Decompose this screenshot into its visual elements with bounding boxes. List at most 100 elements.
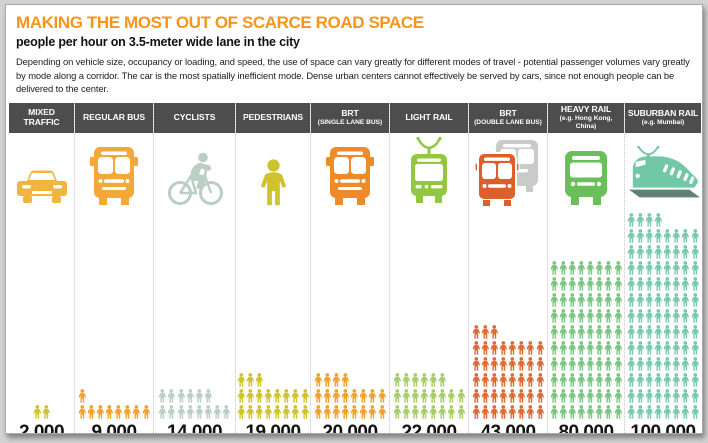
- person-icon: [586, 357, 595, 371]
- person-icon: [393, 405, 401, 419]
- train-icon: [548, 133, 624, 213]
- person-icon: [627, 373, 635, 387]
- person-icon: [472, 325, 480, 339]
- person-icon: [237, 389, 245, 403]
- person-icon: [359, 389, 368, 403]
- person-icon: [517, 373, 526, 387]
- person-icon: [654, 389, 663, 403]
- mode-value: 14.000: [166, 421, 223, 434]
- person-icon: [636, 325, 644, 339]
- person-icon: [645, 213, 654, 227]
- person-icon: [291, 389, 300, 403]
- person-icon: [672, 229, 681, 243]
- person-icon: [595, 357, 604, 371]
- people-row: [472, 405, 544, 419]
- person-icon: [663, 389, 672, 403]
- person-icon: [378, 389, 386, 403]
- person-icon: [681, 357, 690, 371]
- person-icon: [195, 389, 203, 403]
- person-icon: [691, 261, 699, 275]
- people-row: [627, 389, 699, 403]
- person-icon: [550, 341, 558, 355]
- person-icon: [332, 389, 341, 403]
- person-icon: [586, 261, 595, 275]
- person-icon: [654, 293, 663, 307]
- person-icon: [645, 261, 654, 275]
- people-row: [550, 341, 622, 355]
- person-icon: [301, 389, 309, 403]
- person-icon: [429, 373, 438, 387]
- people-block: [393, 371, 465, 419]
- person-icon: [550, 309, 558, 323]
- person-icon: [645, 357, 654, 371]
- page-subtitle: people per hour on 3.5-meter wide lane i…: [16, 35, 300, 49]
- person-icon: [550, 405, 558, 419]
- person-icon: [691, 309, 699, 323]
- person-icon: [577, 325, 586, 339]
- person-icon: [604, 309, 613, 323]
- people-pictogram: [154, 213, 235, 419]
- person-icon: [681, 261, 690, 275]
- person-icon: [645, 277, 654, 291]
- person-icon: [246, 373, 254, 387]
- person-icon: [604, 357, 613, 371]
- person-icon: [645, 405, 654, 419]
- person-icon: [691, 325, 699, 339]
- mode-column-brt: BRT (DOUBLE LANE BUS) 43.000: [469, 102, 548, 433]
- people-row: [314, 373, 386, 387]
- person-icon: [672, 389, 681, 403]
- person-icon: [568, 357, 577, 371]
- person-icon: [645, 389, 654, 403]
- person-icon: [595, 277, 604, 291]
- person-icon: [672, 373, 681, 387]
- person-icon: [672, 309, 681, 323]
- person-icon: [499, 341, 508, 355]
- mode-label: HEAVY RAIL: [560, 104, 612, 115]
- person-icon: [499, 389, 508, 403]
- person-icon: [654, 357, 663, 371]
- person-icon: [636, 405, 644, 419]
- person-icon: [282, 405, 291, 419]
- person-icon: [577, 293, 586, 307]
- person-icon: [627, 213, 635, 227]
- person-icon: [341, 405, 350, 419]
- person-icon: [457, 405, 465, 419]
- person-icon: [645, 309, 654, 323]
- person-icon: [447, 405, 456, 419]
- mode-value: 100.000: [630, 421, 696, 434]
- person-icon: [645, 373, 654, 387]
- person-icon: [204, 405, 212, 419]
- person-icon: [526, 341, 535, 355]
- mode-label: MIXED TRAFFIC: [23, 107, 60, 127]
- mode-column-header: LIGHT RAIL: [390, 102, 468, 133]
- person-icon: [663, 261, 672, 275]
- people-row: [627, 293, 699, 307]
- person-icon: [654, 245, 663, 259]
- person-icon: [586, 341, 595, 355]
- person-icon: [654, 373, 663, 387]
- person-icon: [604, 341, 613, 355]
- car-icon: [9, 133, 74, 213]
- person-icon: [586, 309, 595, 323]
- person-icon: [550, 261, 558, 275]
- person-icon: [255, 405, 264, 419]
- person-icon: [568, 405, 577, 419]
- person-icon: [636, 341, 644, 355]
- person-icon: [420, 373, 429, 387]
- mode-column-header: HEAVY RAIL (e.g. Hong Kong, China): [548, 102, 624, 133]
- person-icon: [604, 389, 613, 403]
- person-icon: [341, 373, 350, 387]
- person-icon: [614, 325, 622, 339]
- person-icon: [559, 357, 567, 371]
- person-icon: [627, 277, 635, 291]
- people-row: [78, 405, 150, 419]
- people-row: [550, 357, 622, 371]
- person-icon: [508, 373, 517, 387]
- people-row: [550, 373, 622, 387]
- person-icon: [663, 373, 672, 387]
- people-block: [550, 259, 622, 419]
- person-icon: [536, 389, 544, 403]
- person-icon: [447, 389, 456, 403]
- people-row: [393, 389, 465, 403]
